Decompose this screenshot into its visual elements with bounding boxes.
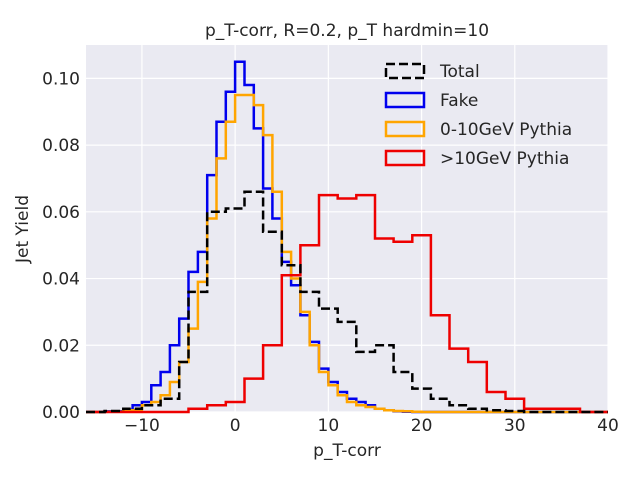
legend-swatch [384,91,426,109]
x-tick-labels: −10 0 10 20 30 40 [124,416,619,436]
x-tick-label: 20 [411,416,433,436]
y-tick-label: 0.00 [42,403,80,423]
x-axis-label: p_T-corr [313,441,381,461]
series-layer [86,60,608,414]
x-tick-label: 30 [504,416,526,436]
x-tick-label: −10 [124,416,160,436]
y-tick-label: 0.02 [42,336,80,356]
legend-label: Fake [440,91,478,111]
x-tick-label: 40 [597,416,619,436]
legend-swatch [384,149,426,167]
y-tick-label: 0.10 [42,69,80,89]
plot-area [86,45,608,412]
series-10gev-pythia-line [86,193,608,414]
legend-swatch [384,62,426,80]
legend-label: 0-10GeV Pythia [440,120,572,140]
legend: Total Fake 0-10GeV Pythia >10GeV Pythia [384,62,572,169]
legend-swatch [384,120,426,138]
legend-label: Total [439,62,480,82]
y-tick-label: 0.04 [42,270,80,290]
y-tick-label: 0.08 [42,136,80,156]
x-tick-label: 10 [318,416,340,436]
y-tick-labels: 0.00 0.02 0.04 0.06 0.08 0.10 [42,69,80,423]
series-total-line [86,190,608,414]
y-axis-label: Jet Yield [13,195,33,264]
chart-title: p_T-corr, R=0.2, p_T hardmin=10 [205,21,489,41]
legend-label: >10GeV Pythia [440,149,569,169]
x-tick-label: 0 [230,416,241,436]
y-tick-label: 0.06 [42,203,80,223]
